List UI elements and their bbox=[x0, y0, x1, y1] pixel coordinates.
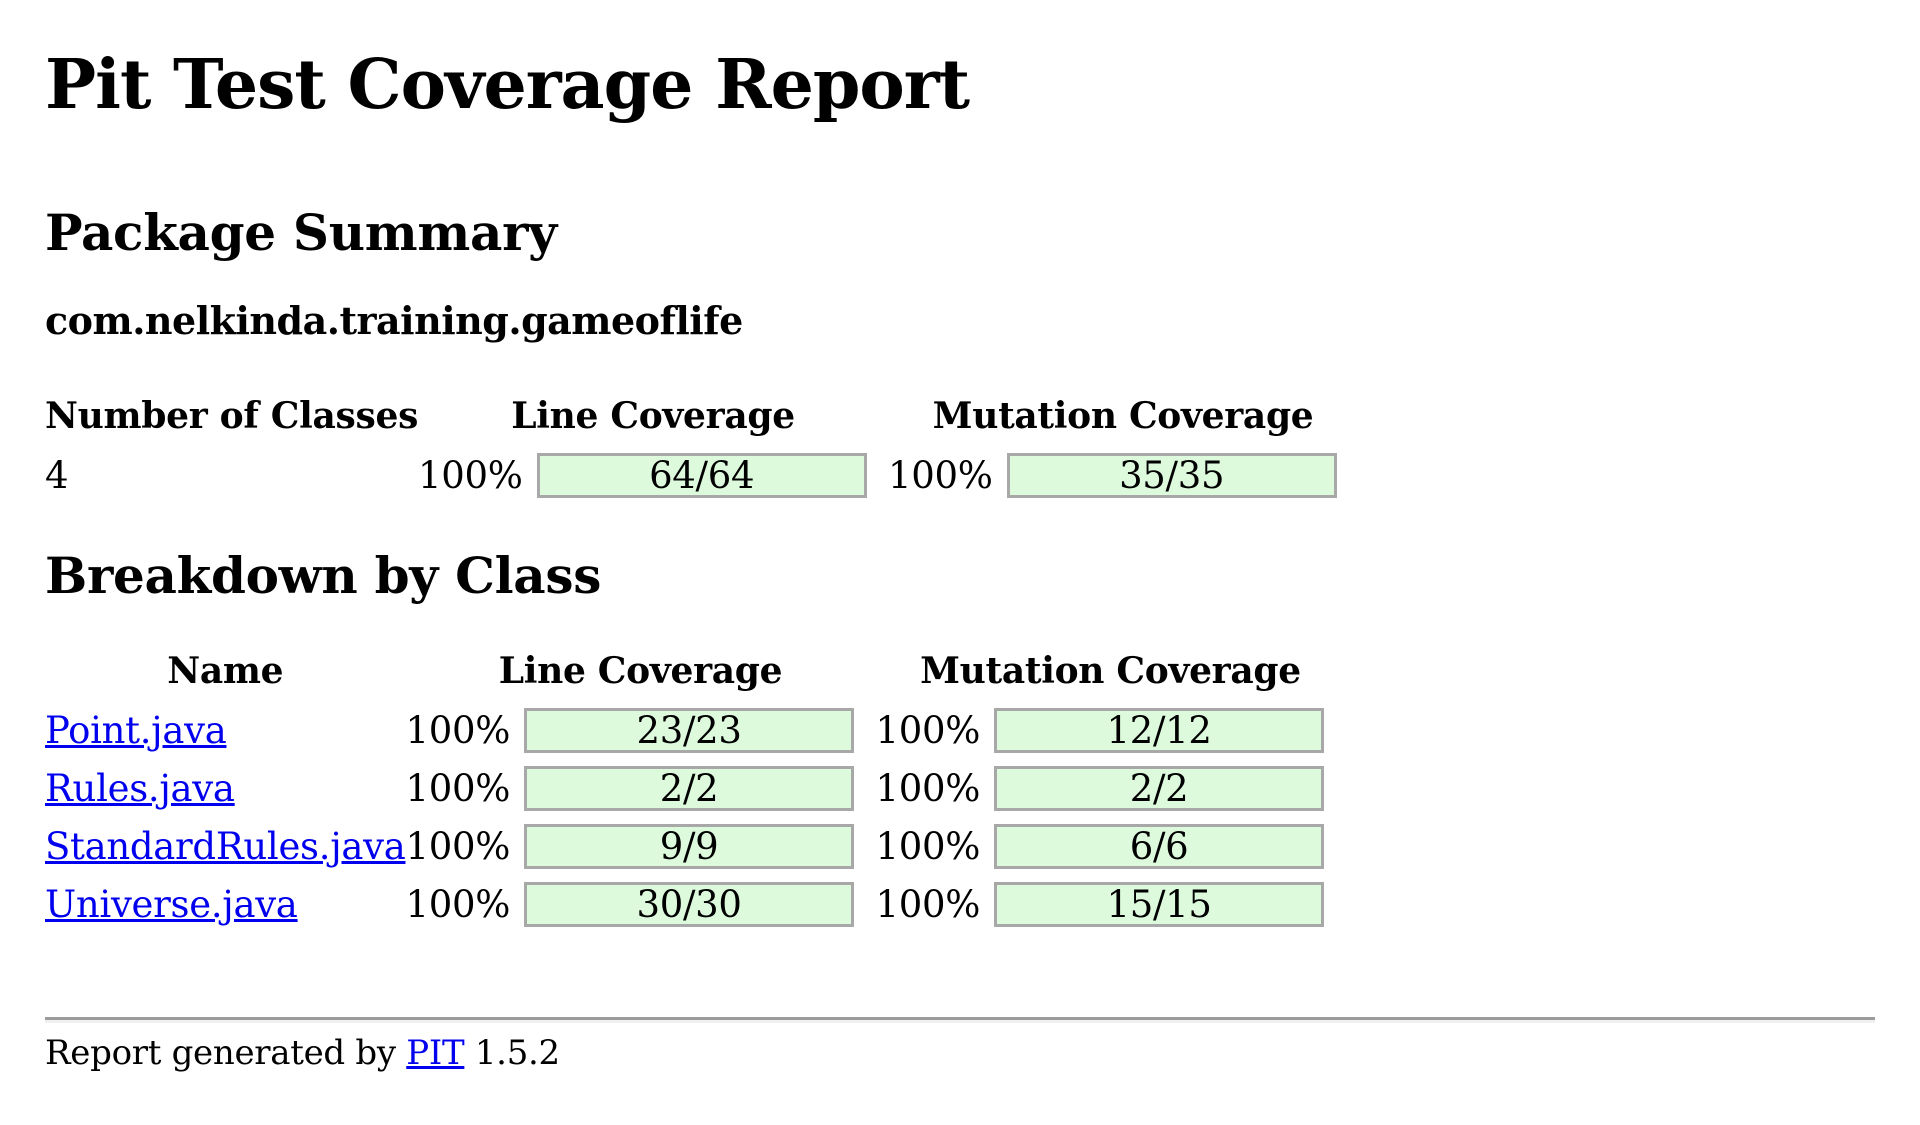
class-name-cell: StandardRules.java bbox=[45, 818, 406, 876]
breakdown-header-line-coverage: Line Coverage bbox=[498, 650, 783, 693]
package-name: com.nelkinda.training.gameoflife bbox=[45, 297, 743, 343]
line-coverage-bar: 2/2 bbox=[524, 766, 855, 812]
line-coverage-percent: 100% bbox=[405, 767, 511, 811]
page-title: Pit Test Coverage Report bbox=[45, 45, 970, 125]
mutation-coverage-percent: 100% bbox=[875, 709, 981, 753]
mutation-coverage-bar: 15/15 bbox=[994, 882, 1325, 928]
class-link-rules-java[interactable]: Rules.java bbox=[45, 767, 235, 811]
line-coverage-cell: 100% 30/30 bbox=[405, 876, 875, 934]
line-coverage-cell: 100% 9/9 bbox=[405, 818, 875, 876]
mutation-coverage-fill bbox=[1009, 456, 1334, 496]
mutation-coverage-percent: 100% bbox=[875, 767, 981, 811]
mutation-coverage-percent: 100% bbox=[888, 454, 993, 498]
line-coverage-bar: 64/64 bbox=[536, 453, 867, 499]
footer-divider bbox=[45, 1017, 1875, 1024]
breakdown-header-row: Name Line Coverage Mutation Coverage bbox=[45, 650, 1345, 702]
breakdown-header-name: Name bbox=[167, 650, 284, 693]
line-coverage-percent: 100% bbox=[405, 825, 511, 869]
mutation-coverage-fill bbox=[997, 885, 1322, 925]
footer-text: Report generated by PIT 1.5.2 bbox=[45, 1033, 1875, 1074]
mutation-coverage-cell: 100% 2/2 bbox=[875, 760, 1345, 818]
summary-header-number-of-classes: Number of Classes bbox=[45, 395, 419, 438]
breakdown-heading: Breakdown by Class bbox=[45, 546, 602, 606]
breakdown-table: Name Line Coverage Mutation Coverage Poi… bbox=[45, 650, 1345, 934]
line-coverage-cell: 100% 2/2 bbox=[405, 760, 875, 818]
table-row: Point.java 100% 23/23 100% bbox=[45, 702, 1345, 760]
package-summary-heading: Package Summary bbox=[45, 202, 557, 262]
line-coverage-legend: 9/9 bbox=[659, 825, 719, 869]
class-name-cell: Universe.java bbox=[45, 876, 405, 934]
mutation-coverage-bar: 35/35 bbox=[1006, 453, 1337, 499]
mutation-coverage-bar: 2/2 bbox=[994, 766, 1325, 812]
mutation-coverage-fill bbox=[997, 711, 1322, 751]
summary-header-row: Number of Classes Line Coverage Mutation… bbox=[45, 395, 1358, 447]
line-coverage-fill bbox=[527, 711, 852, 751]
mutation-coverage-legend: 2/2 bbox=[1129, 767, 1189, 811]
mutation-coverage-fill bbox=[997, 769, 1322, 809]
table-row: Universe.java 100% 30/30 100% bbox=[45, 876, 1345, 934]
line-coverage-percent: 100% bbox=[405, 883, 511, 927]
package-summary-table: Number of Classes Line Coverage Mutation… bbox=[45, 395, 1358, 505]
class-name-cell: Point.java bbox=[45, 702, 405, 760]
summary-mutation-coverage-cell: 100% 35/35 bbox=[888, 447, 1358, 505]
mutation-coverage-fill bbox=[997, 827, 1322, 867]
table-row: StandardRules.java 100% 9/9 100% bbox=[45, 818, 1345, 876]
footer-prefix: Report generated by bbox=[45, 1033, 407, 1074]
mutation-coverage-legend: 6/6 bbox=[1129, 825, 1189, 869]
mutation-coverage-bar: 12/12 bbox=[994, 708, 1325, 754]
mutation-coverage-cell: 100% 12/12 bbox=[875, 702, 1345, 760]
mutation-coverage-cell: 100% 6/6 bbox=[875, 818, 1345, 876]
mutation-coverage-percent: 100% bbox=[875, 883, 981, 927]
table-row: Rules.java 100% 2/2 100% bbox=[45, 760, 1345, 818]
summary-data-row: 4 100% 64/64 100% 3 bbox=[45, 447, 1358, 505]
line-coverage-legend: 30/30 bbox=[636, 883, 742, 927]
summary-header-mutation-coverage: Mutation Coverage bbox=[932, 395, 1314, 438]
mutation-coverage-percent: 100% bbox=[875, 825, 981, 869]
line-coverage-bar: 9/9 bbox=[524, 824, 855, 870]
line-coverage-legend: 64/64 bbox=[649, 454, 755, 498]
class-name-cell: Rules.java bbox=[45, 760, 405, 818]
mutation-coverage-cell: 100% 15/15 bbox=[875, 876, 1345, 934]
summary-line-coverage-cell: 100% 64/64 bbox=[418, 447, 888, 505]
pit-link[interactable]: PIT bbox=[406, 1033, 465, 1074]
line-coverage-percent: 100% bbox=[405, 709, 511, 753]
line-coverage-fill bbox=[527, 769, 852, 809]
summary-header-line-coverage: Line Coverage bbox=[511, 395, 795, 438]
mutation-coverage-legend: 12/12 bbox=[1106, 709, 1212, 753]
class-link-universe-java[interactable]: Universe.java bbox=[45, 883, 298, 927]
line-coverage-legend: 2/2 bbox=[659, 767, 719, 811]
mutation-coverage-bar: 6/6 bbox=[994, 824, 1325, 870]
footer-version: 1.5.2 bbox=[464, 1033, 560, 1074]
line-coverage-cell: 100% 23/23 bbox=[405, 702, 875, 760]
mutation-coverage-legend: 15/15 bbox=[1106, 883, 1212, 927]
line-coverage-bar: 30/30 bbox=[524, 882, 855, 928]
class-link-point-java[interactable]: Point.java bbox=[45, 709, 227, 753]
line-coverage-bar: 23/23 bbox=[524, 708, 855, 754]
pit-report-page: Pit Test Coverage Report Package Summary… bbox=[0, 45, 1920, 1125]
breakdown-header-mutation-coverage: Mutation Coverage bbox=[920, 650, 1301, 693]
line-coverage-legend: 23/23 bbox=[636, 709, 742, 753]
mutation-coverage-legend: 35/35 bbox=[1119, 454, 1225, 498]
number-of-classes-value: 4 bbox=[45, 454, 69, 498]
line-coverage-fill bbox=[527, 827, 852, 867]
line-coverage-fill bbox=[539, 456, 864, 496]
line-coverage-percent: 100% bbox=[418, 454, 523, 498]
line-coverage-fill bbox=[527, 885, 852, 925]
class-link-standardrules-java[interactable]: StandardRules.java bbox=[45, 825, 406, 869]
